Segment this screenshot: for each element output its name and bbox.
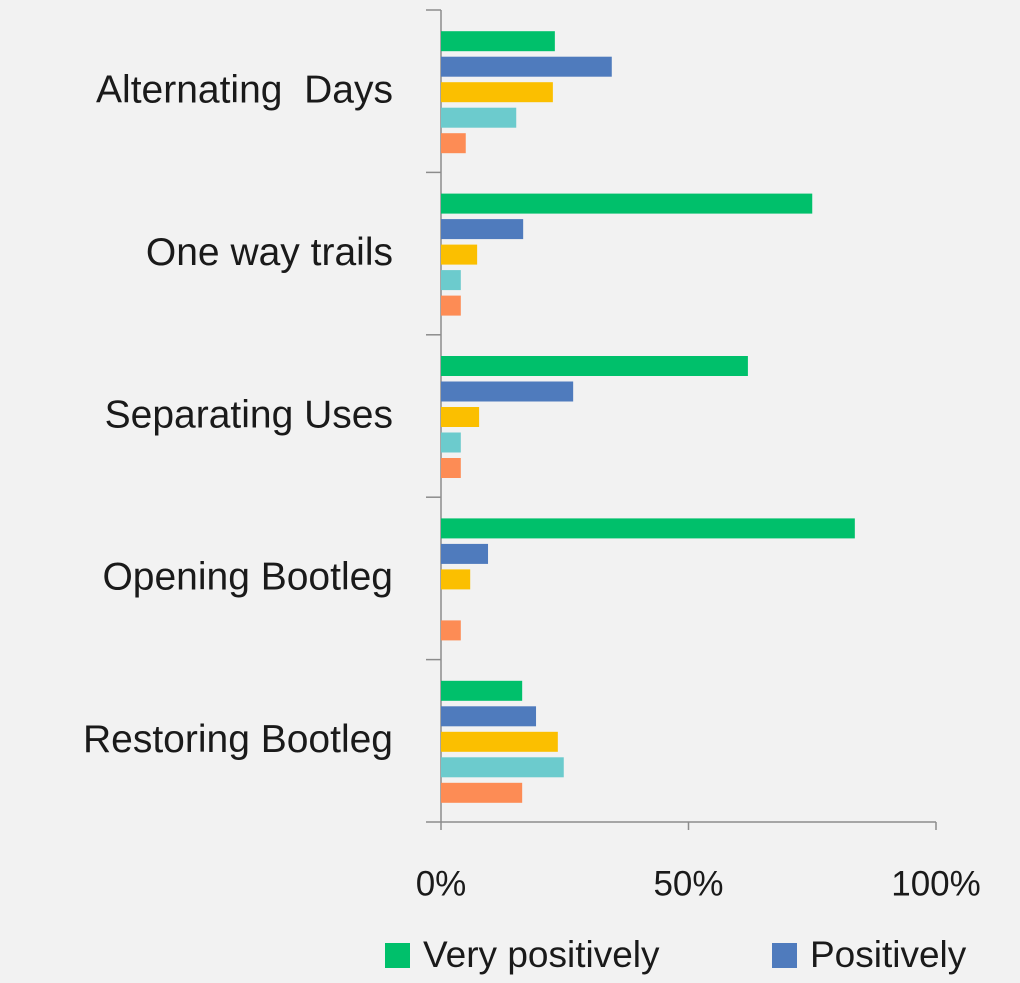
bar xyxy=(441,543,489,564)
bar xyxy=(441,620,461,641)
category-label: Restoring Bootleg xyxy=(83,718,393,761)
bar xyxy=(441,244,478,265)
bar xyxy=(441,458,461,478)
category-label: Separating Uses xyxy=(105,393,393,436)
bar xyxy=(441,193,813,214)
bar xyxy=(441,381,574,402)
bar xyxy=(441,569,471,590)
bar xyxy=(441,407,480,427)
bar xyxy=(441,757,564,778)
legend-swatch xyxy=(385,943,410,968)
bar xyxy=(441,518,855,539)
category-label: Opening Bootleg xyxy=(102,556,393,599)
bar xyxy=(441,731,558,752)
bar xyxy=(441,295,461,316)
bar xyxy=(441,31,555,52)
bar xyxy=(441,782,523,803)
bar xyxy=(441,706,537,727)
category-label: Alternating Days xyxy=(96,68,393,111)
bar xyxy=(441,133,466,154)
x-tick-label: 50% xyxy=(653,864,723,903)
bar xyxy=(441,56,612,77)
bar xyxy=(441,82,553,103)
x-tick-label: 0% xyxy=(416,864,467,903)
category-label: One way trails xyxy=(146,231,393,274)
bar xyxy=(441,219,524,240)
bar xyxy=(441,680,523,701)
x-tick-label: 100% xyxy=(891,864,981,903)
legend-swatch xyxy=(772,943,797,968)
legend-label: Positively xyxy=(810,934,967,975)
bar xyxy=(441,356,748,376)
bar xyxy=(441,107,517,128)
legend-label: Very positively xyxy=(423,934,660,975)
bar xyxy=(441,270,461,291)
bar xyxy=(441,432,461,453)
